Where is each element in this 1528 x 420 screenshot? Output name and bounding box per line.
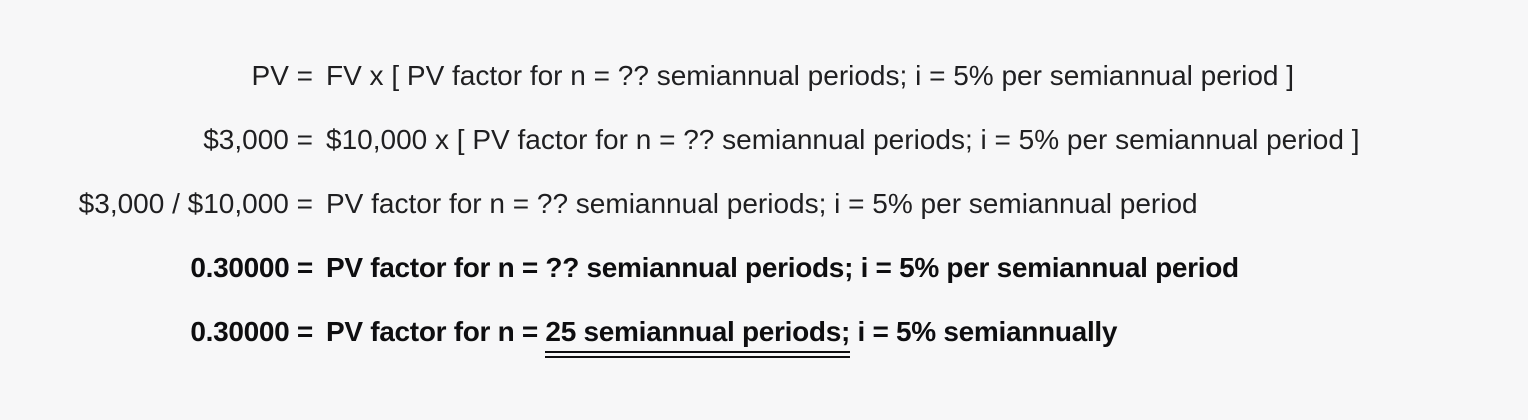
answer-prefix-text: PV factor for n = — [326, 316, 546, 348]
equation-lhs: 0.30000 = — [190, 316, 313, 348]
equation-rhs: FV x [ PV factor for n = ?? semiannual p… — [326, 60, 1295, 92]
equation-row-substituted-values: $3,000 = $10,000 x [ PV factor for n = ?… — [0, 108, 1528, 172]
answer-suffix-text: i = 5% semiannually — [850, 316, 1118, 348]
equation-row-final-answer: 0.30000 = PV factor for n = 25 semiannua… — [0, 300, 1528, 364]
equation-rhs: PV factor for n = 25 semiannual periods;… — [313, 315, 1118, 359]
equation-rhs: PV factor for n = ?? semiannual periods;… — [326, 252, 1239, 284]
equation-row-division: $3,000 / $10,000 = PV factor for n = ?? … — [0, 172, 1528, 236]
double-underlined-answer: 25 semiannual periods; — [545, 316, 850, 359]
equation-lhs: PV = — [251, 60, 313, 92]
equation-lhs: $3,000 / $10,000 = — [78, 188, 313, 220]
pv-factor-solution: PV = FV x [ PV factor for n = ?? semiann… — [0, 44, 1528, 364]
equation-rhs: PV factor for n = ?? semiannual periods;… — [326, 188, 1198, 220]
equation-lhs: $3,000 = — [203, 124, 313, 156]
equation-row-pv-formula: PV = FV x [ PV factor for n = ?? semiann… — [0, 44, 1528, 108]
equation-lhs: 0.30000 = — [190, 252, 313, 284]
equation-row-factor-result: 0.30000 = PV factor for n = ?? semiannua… — [0, 236, 1528, 300]
equation-rhs: $10,000 x [ PV factor for n = ?? semiann… — [326, 124, 1360, 156]
